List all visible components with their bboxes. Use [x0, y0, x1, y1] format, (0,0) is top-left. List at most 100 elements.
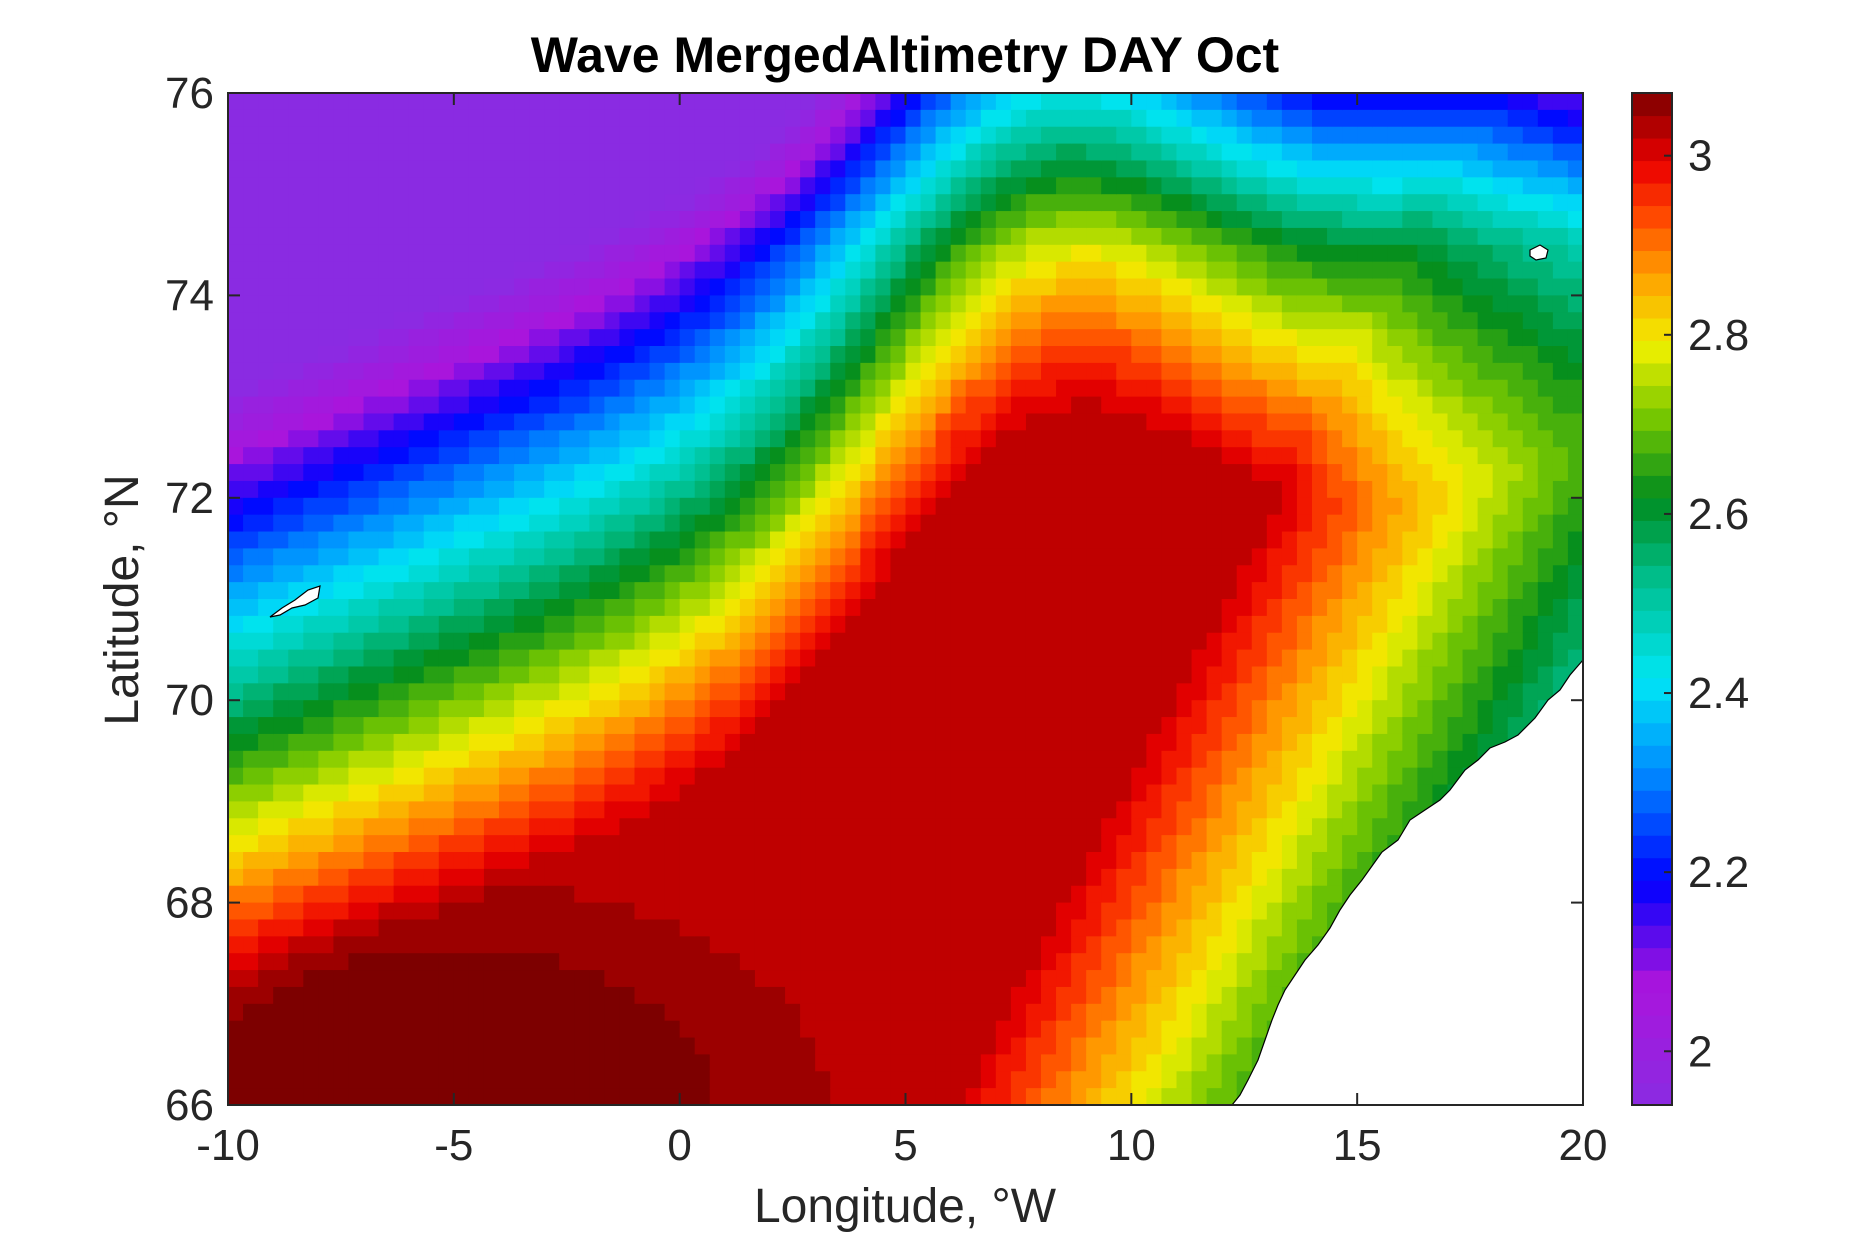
- contour-cell: [1161, 700, 1178, 718]
- contour-cell: [1146, 649, 1163, 668]
- contour-cell: [709, 717, 726, 735]
- contour-cell: [1312, 497, 1328, 516]
- contour-cell: [1025, 464, 1042, 482]
- contour-cell: [1327, 548, 1343, 566]
- contour-cell: [529, 852, 545, 870]
- contour-cell: [875, 430, 892, 448]
- contour-cell: [920, 194, 937, 212]
- contour-cell: [1432, 261, 1449, 280]
- contour-cell: [273, 379, 289, 398]
- contour-cell: [1161, 93, 1178, 111]
- contour-cell: [499, 750, 515, 769]
- contour-cell: [1221, 312, 1238, 330]
- contour-cell: [393, 565, 410, 583]
- contour-cell: [1327, 885, 1343, 904]
- contour-cell: [514, 885, 530, 904]
- contour-cell: [529, 700, 545, 718]
- contour-cell: [1372, 801, 1388, 819]
- contour-cell: [1146, 700, 1163, 718]
- contour-cell: [589, 919, 605, 937]
- contour-cell: [815, 683, 831, 701]
- contour-cell: [1462, 700, 1479, 718]
- contour-cell: [1191, 700, 1208, 718]
- contour-cell: [1402, 177, 1418, 195]
- contour-cell: [830, 784, 846, 802]
- contour-cell: [483, 885, 500, 904]
- contour-cell: [1056, 497, 1072, 516]
- contour-cell: [258, 649, 274, 668]
- contour-cell: [243, 784, 259, 802]
- contour-cell: [1010, 396, 1027, 415]
- contour-cell: [499, 801, 515, 819]
- contour-cell: [1086, 852, 1102, 870]
- contour-cell: [1086, 565, 1102, 583]
- contour-cell: [845, 396, 861, 415]
- contour-cell: [770, 514, 786, 533]
- contour-cell: [1071, 970, 1087, 988]
- contour-cell: [1387, 126, 1403, 145]
- contour-cell: [1281, 497, 1298, 516]
- contour-cell: [830, 868, 846, 887]
- contour-cell: [830, 801, 846, 819]
- contour-cell: [438, 548, 455, 566]
- contour-cell: [559, 346, 575, 364]
- contour-cell: [950, 683, 967, 701]
- contour-cell: [559, 160, 575, 178]
- contour-cell: [860, 936, 876, 954]
- contour-cell: [1296, 227, 1313, 246]
- contour-cell: [1266, 919, 1283, 937]
- contour-cell: [258, 970, 274, 988]
- contour-cell: [980, 497, 997, 516]
- contour-cell: [333, 733, 350, 752]
- contour-cell: [333, 717, 350, 735]
- contour-cell: [258, 1003, 274, 1022]
- contour-cell: [1327, 126, 1343, 145]
- contour-cell: [1417, 480, 1434, 499]
- contour-cell: [875, 464, 892, 482]
- contour-cell: [453, 1054, 470, 1072]
- contour-cell: [408, 379, 425, 398]
- contour-cell: [1281, 312, 1298, 330]
- contour-cell: [544, 1088, 560, 1105]
- contour-cell: [604, 227, 621, 246]
- contour-cell: [950, 531, 967, 549]
- contour-cell: [619, 396, 636, 415]
- contour-cell: [438, 717, 455, 735]
- contour-cell: [604, 480, 621, 499]
- contour-cell: [1327, 295, 1343, 313]
- contour-cell: [243, 818, 259, 836]
- contour-cell: [1161, 767, 1178, 786]
- contour-cell: [679, 362, 696, 381]
- contour-cell: [1372, 632, 1388, 651]
- contour-cell: [1131, 464, 1147, 482]
- contour-cell: [1010, 1020, 1027, 1039]
- contour-cell: [1236, 126, 1253, 145]
- contour-cell: [1342, 430, 1358, 448]
- contour-cell: [1372, 464, 1388, 482]
- contour-cell: [1101, 1054, 1117, 1072]
- contour-cell: [679, 885, 696, 904]
- contour-cell: [1357, 126, 1373, 145]
- contour-cell: [559, 632, 575, 651]
- contour-cell: [408, 480, 425, 499]
- contour-cell: [739, 1037, 756, 1055]
- contour-cell: [1221, 93, 1238, 111]
- contour-cell: [273, 126, 289, 145]
- contour-cell: [273, 160, 289, 178]
- contour-cell: [754, 750, 771, 769]
- contour-cell: [514, 666, 530, 684]
- contour-cell: [754, 261, 771, 280]
- contour-cell: [544, 329, 560, 347]
- contour-cell: [1357, 717, 1373, 735]
- contour-cell: [739, 346, 756, 364]
- contour-cell: [1161, 902, 1178, 921]
- contour-cell: [1116, 919, 1132, 937]
- contour-cell: [1372, 227, 1388, 246]
- contour-cell: [1236, 160, 1253, 178]
- contour-cell: [905, 1071, 922, 1089]
- contour-cell: [1176, 784, 1193, 802]
- contour-cell: [453, 312, 470, 330]
- contour-cell: [1206, 986, 1223, 1005]
- contour-cell: [694, 346, 711, 364]
- contour-cell: [559, 1054, 575, 1072]
